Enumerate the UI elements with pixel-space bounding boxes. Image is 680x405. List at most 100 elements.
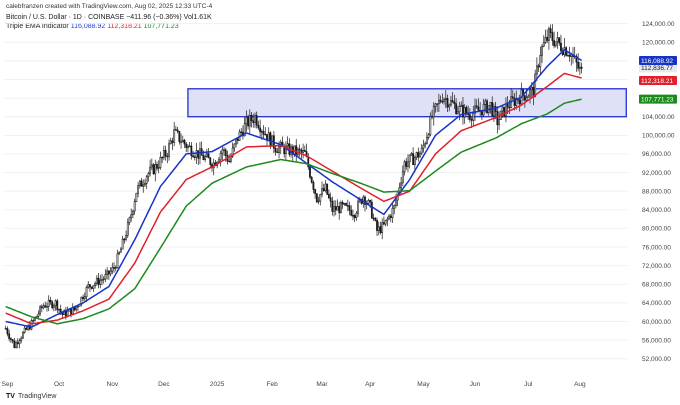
candle-body bbox=[113, 267, 115, 269]
candle-body bbox=[298, 148, 301, 151]
y-tick-label: 100,000.00 bbox=[642, 133, 675, 140]
candle-body bbox=[343, 203, 346, 205]
candle-body bbox=[300, 149, 303, 153]
candle-body bbox=[420, 147, 423, 154]
candle-body bbox=[133, 201, 136, 212]
candle-body bbox=[312, 182, 315, 190]
candle-body bbox=[417, 152, 420, 158]
candle-body bbox=[558, 37, 561, 44]
y-tick-label: 56,000.00 bbox=[642, 337, 671, 344]
candle-body bbox=[126, 222, 129, 236]
candle-body bbox=[267, 132, 270, 141]
candle-body bbox=[25, 327, 28, 330]
ema-fast-price-tag bbox=[639, 55, 677, 65]
x-tick-label: Dec bbox=[158, 381, 170, 388]
candle-body bbox=[190, 145, 193, 157]
candle-body bbox=[474, 105, 476, 114]
candle-body bbox=[446, 98, 449, 108]
candle-body bbox=[157, 167, 160, 169]
ema-fast-line bbox=[5, 48, 583, 328]
candle-body bbox=[30, 320, 33, 330]
candle-body bbox=[119, 248, 122, 253]
candle-body bbox=[87, 284, 90, 288]
candle-body bbox=[20, 337, 23, 341]
candle-body bbox=[548, 28, 550, 41]
candle-body bbox=[381, 222, 384, 234]
x-tick-label: Nov bbox=[107, 381, 119, 388]
candle-body bbox=[388, 215, 390, 220]
candle-body bbox=[386, 218, 389, 221]
symbol-legend: Bitcoin / U.S. Dollar · 1D · COINBASE −4… bbox=[6, 14, 212, 21]
candle-body bbox=[231, 147, 234, 157]
candle-body bbox=[66, 310, 69, 317]
candle-body bbox=[37, 313, 40, 317]
candle-body bbox=[364, 196, 366, 205]
candle-body bbox=[315, 193, 318, 203]
candle-body bbox=[247, 116, 250, 127]
candle-body bbox=[333, 206, 335, 212]
candle-body bbox=[85, 287, 88, 298]
candle-body bbox=[429, 115, 432, 136]
candle-body bbox=[338, 206, 341, 214]
candle-body bbox=[539, 55, 542, 68]
candle-body bbox=[460, 104, 463, 107]
ema-mid-price-tag-text: 112,318.21 bbox=[641, 78, 673, 85]
candle-body bbox=[140, 180, 143, 187]
candle-body bbox=[252, 120, 255, 123]
candle-body bbox=[180, 141, 182, 143]
candle-body bbox=[462, 104, 464, 118]
candle-body bbox=[161, 156, 164, 159]
candle-body bbox=[434, 103, 437, 107]
candle-body bbox=[125, 235, 127, 240]
candle-body bbox=[217, 159, 220, 163]
candle-body bbox=[260, 131, 263, 133]
candle-body bbox=[438, 99, 440, 105]
candle-body bbox=[425, 137, 428, 144]
candle-body bbox=[350, 210, 353, 216]
candle-body bbox=[580, 66, 583, 69]
candle-body bbox=[192, 155, 194, 158]
candle-body bbox=[137, 185, 139, 194]
candle-body bbox=[472, 112, 475, 121]
candle-body bbox=[505, 103, 507, 117]
candle-body bbox=[527, 95, 530, 98]
candle-body bbox=[324, 183, 327, 191]
resistance-zone bbox=[187, 88, 627, 118]
candle-body bbox=[35, 315, 38, 318]
ema-fast-price-tag-text: 116,088.92 bbox=[641, 58, 673, 65]
candle-body bbox=[121, 238, 124, 250]
candle-body bbox=[11, 339, 14, 342]
candle-body bbox=[525, 97, 528, 101]
y-tick-label: 124,000.00 bbox=[642, 21, 675, 28]
indicator-legend: Triple EMA Indicator 116,088.92 112,318.… bbox=[6, 23, 179, 30]
candle-body bbox=[221, 149, 224, 154]
candle-body bbox=[400, 182, 402, 189]
candle-body bbox=[405, 161, 408, 167]
candle-body bbox=[553, 40, 555, 47]
candle-body bbox=[560, 42, 562, 52]
candle-body bbox=[150, 164, 153, 168]
candle-body bbox=[530, 86, 533, 91]
candle-body bbox=[448, 104, 451, 108]
candle-body bbox=[135, 192, 138, 202]
candle-body bbox=[52, 305, 55, 308]
candle-body bbox=[578, 66, 581, 69]
candle-body bbox=[336, 206, 339, 211]
candle-body bbox=[92, 285, 95, 289]
candle-body bbox=[529, 89, 531, 97]
candle-body bbox=[468, 114, 471, 120]
candle-body bbox=[422, 144, 425, 149]
candle-body bbox=[118, 251, 121, 255]
candle-body bbox=[255, 115, 258, 126]
candle-body bbox=[173, 129, 176, 143]
candle-body bbox=[164, 150, 167, 157]
candle-body bbox=[4, 328, 7, 330]
candle-body bbox=[159, 156, 162, 168]
y-tick-label: 80,000.00 bbox=[642, 226, 671, 233]
candle-body bbox=[154, 164, 157, 175]
candle-body bbox=[193, 156, 196, 158]
candle-body bbox=[498, 119, 500, 126]
candle-body bbox=[566, 55, 569, 57]
candle-body bbox=[470, 119, 473, 121]
